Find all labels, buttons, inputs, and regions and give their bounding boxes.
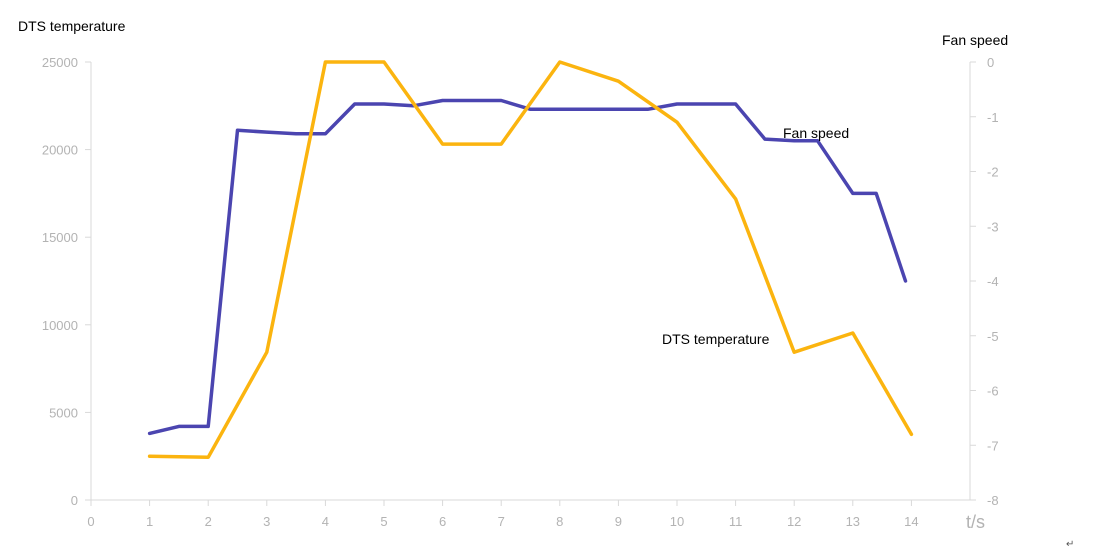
x-axis-unit: t/s [966, 512, 985, 532]
right-tick-label: -3 [987, 219, 999, 234]
right-tick-label: -7 [987, 438, 999, 453]
annotation-fan-speed: Fan speed [783, 125, 849, 141]
right-tick-label: -6 [987, 384, 999, 399]
x-tick-label: 8 [556, 514, 563, 529]
series-line-fan-speed [147, 98, 908, 436]
x-tick-label: 14 [904, 514, 918, 529]
x-tick-label: 11 [729, 514, 743, 529]
x-tick-label: 12 [787, 514, 801, 529]
x-tick-label: 9 [615, 514, 622, 529]
right-tick-label: -5 [987, 329, 999, 344]
x-tick-label: 10 [670, 514, 684, 529]
x-tick-label: 4 [322, 514, 329, 529]
x-tick-label: 6 [439, 514, 446, 529]
right-axis-title: Fan speed [942, 32, 1008, 48]
left-tick-label: 10000 [42, 318, 78, 333]
x-axis-ticks: 0 1 2 3 4 5 6 7 8 9 10 11 12 13 14 [87, 500, 919, 529]
left-tick-label: 25000 [42, 55, 78, 70]
right-axis-ticks: 0 -1 -2 -3 -4 -5 -6 -7 -8 [970, 55, 999, 508]
x-tick-label: 13 [846, 514, 860, 529]
left-tick-label: 15000 [42, 230, 78, 245]
left-tick-label: 20000 [42, 143, 78, 158]
right-tick-label: 0 [987, 55, 994, 70]
right-tick-label: -8 [987, 493, 999, 508]
left-axis-title: DTS temperature [18, 18, 126, 34]
left-tick-label: 0 [71, 493, 78, 508]
right-tick-label: -2 [987, 165, 999, 180]
x-tick-label: 7 [498, 514, 505, 529]
series-line-dts-temperature [147, 60, 914, 460]
right-tick-label: -1 [987, 110, 999, 125]
left-tick-label: 5000 [49, 405, 78, 420]
left-axis-ticks: 0 5000 10000 15000 20000 25000 [42, 55, 91, 508]
x-tick-label: 5 [380, 514, 387, 529]
x-tick-label: 1 [146, 514, 153, 529]
right-tick-label: -4 [987, 274, 999, 289]
x-tick-label: 3 [263, 514, 270, 529]
series-layer [147, 60, 914, 460]
x-tick-label: 0 [87, 514, 94, 529]
x-tick-label: 2 [205, 514, 212, 529]
footer-return-mark: ↵ [1066, 539, 1074, 550]
annotation-dts-temperature: DTS temperature [662, 331, 770, 347]
